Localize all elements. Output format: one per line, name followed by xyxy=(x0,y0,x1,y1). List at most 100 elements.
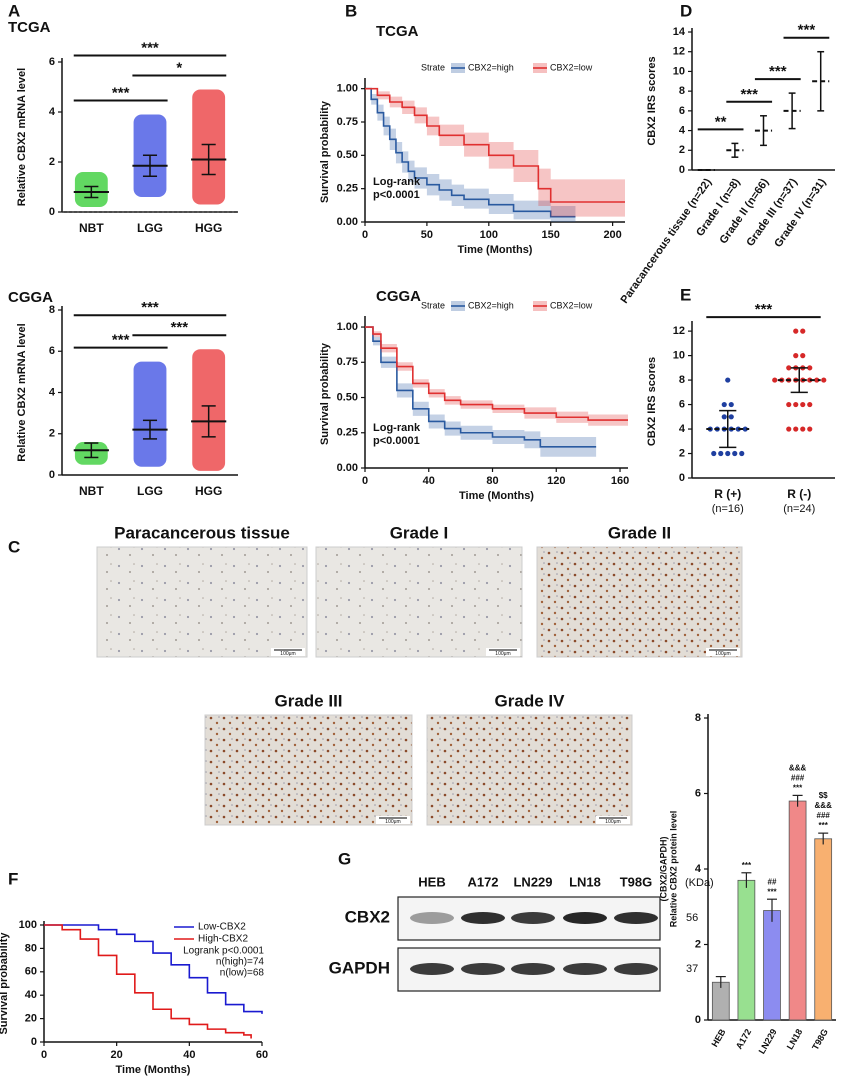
data-point xyxy=(732,450,738,457)
blot-band xyxy=(511,912,555,924)
y-axis-label: Survival probability xyxy=(319,342,331,445)
chart-title: CGGA xyxy=(8,289,53,306)
x-tick-label: 0 xyxy=(41,1049,47,1061)
x-axis-label: Time (Months) xyxy=(458,244,533,256)
significance: &&& xyxy=(815,801,833,810)
micrograph-title: Grade II xyxy=(608,523,671,542)
significance: *** xyxy=(798,22,816,39)
y-tick-label: 60 xyxy=(25,966,37,978)
y-tick-label: 0.75 xyxy=(337,356,358,368)
y-tick-label: 2 xyxy=(49,156,55,168)
scale-bar-label: 100μm xyxy=(385,819,400,825)
legend-label: Low-CBX2 xyxy=(198,922,246,933)
x-tick-label: NBT xyxy=(79,484,104,498)
annotation: n(low)=68 xyxy=(220,968,265,979)
data-point xyxy=(793,353,799,359)
data-point xyxy=(728,401,734,408)
x-tick-label: 150 xyxy=(542,229,560,241)
data-point xyxy=(793,426,799,432)
y-tick-label: 4 xyxy=(679,124,686,136)
y-tick-label: 4 xyxy=(49,386,56,398)
y-tick-label: 6 xyxy=(695,787,701,799)
data-point xyxy=(721,401,727,408)
significance: ** xyxy=(715,113,727,130)
legend-label: CBX2=low xyxy=(550,62,593,72)
data-point xyxy=(786,365,792,371)
blot-band xyxy=(461,912,505,924)
panel-label: F xyxy=(8,869,18,888)
ci-band xyxy=(365,88,576,223)
data-point xyxy=(721,414,727,420)
y-tick-label: 0 xyxy=(49,206,55,218)
legend-label: CBX2=high xyxy=(468,300,514,310)
survival-curve xyxy=(365,87,576,218)
y-axis-label: CBX2 IRS scores xyxy=(646,56,658,145)
x-tick-label: 60 xyxy=(256,1049,268,1061)
y-axis-label: Survival probability xyxy=(0,932,10,1035)
micrograph-title: Grade III xyxy=(274,691,342,710)
x-tick-label: LGG xyxy=(137,484,163,498)
y-axis-label: (CBX2/GAPDH) xyxy=(658,836,668,901)
lane-label: LN18 xyxy=(569,874,601,889)
scale-bar-label: 100μm xyxy=(495,651,510,657)
panel-label: D xyxy=(680,1,692,20)
annotation: Log-rank xyxy=(373,422,421,434)
y-tick-label: 6 xyxy=(49,56,55,68)
legend-title: Strate xyxy=(421,62,445,72)
data-point xyxy=(728,414,734,420)
y-tick-label: 0 xyxy=(31,1036,37,1048)
x-tick-label: 0 xyxy=(362,229,368,241)
data-point xyxy=(725,450,731,457)
y-tick-label: 80 xyxy=(25,942,37,954)
data-point xyxy=(807,401,813,408)
blot-band xyxy=(410,963,454,975)
data-point xyxy=(742,426,748,432)
data-point xyxy=(725,377,731,383)
y-tick-label: 0.50 xyxy=(337,391,358,403)
blot-band xyxy=(461,963,505,975)
survival-curve xyxy=(44,924,252,1039)
bar xyxy=(788,800,807,1021)
y-tick-label: 0.50 xyxy=(337,149,358,161)
kda-unit: (KDa) xyxy=(685,877,714,889)
significance: *** xyxy=(141,299,159,316)
panel-label: B xyxy=(345,1,357,20)
y-tick-label: 0.25 xyxy=(337,183,358,195)
blot-band xyxy=(563,963,607,975)
significance: ## xyxy=(768,877,777,886)
data-point xyxy=(800,328,806,334)
legend-label: High-CBX2 xyxy=(198,934,248,945)
blot-band xyxy=(511,963,555,975)
data-point xyxy=(814,377,820,383)
x-tick-label: LN229 xyxy=(757,1027,779,1055)
y-tick-label: 8 xyxy=(49,304,55,316)
significance: *** xyxy=(767,887,777,896)
y-tick-label: 0 xyxy=(695,1014,701,1026)
x-tick-label: A172 xyxy=(734,1027,753,1051)
y-tick-label: 6 xyxy=(49,345,55,357)
y-tick-label: 14 xyxy=(673,26,686,38)
x-tick-label: T98G xyxy=(810,1027,830,1051)
y-tick-label: 2 xyxy=(679,447,685,459)
y-axis-label: Relative CBX2 mRNA level xyxy=(16,68,28,206)
x-axis-label: Time (Months) xyxy=(116,1064,191,1076)
y-tick-label: 12 xyxy=(673,325,685,337)
x-tick-label: R (+) xyxy=(714,487,741,501)
panel-label: C xyxy=(8,537,20,556)
micrograph-title: Grade I xyxy=(390,523,449,542)
x-tick-label: LN18 xyxy=(785,1027,805,1051)
bar xyxy=(814,838,833,1021)
lane-label: HEB xyxy=(418,874,445,889)
lane-label: LN229 xyxy=(513,874,552,889)
significance: *** xyxy=(742,861,752,870)
survival-curve xyxy=(44,924,263,1014)
micrograph-title: Grade IV xyxy=(495,691,566,710)
y-axis-label: Relative CBX2 mRNA level xyxy=(16,323,28,461)
x-tick-label: 80 xyxy=(486,475,498,487)
panel-label: G xyxy=(338,849,351,868)
x-tick-label: HGG xyxy=(195,484,222,498)
panel-label: E xyxy=(680,285,691,304)
micrograph xyxy=(536,546,743,658)
